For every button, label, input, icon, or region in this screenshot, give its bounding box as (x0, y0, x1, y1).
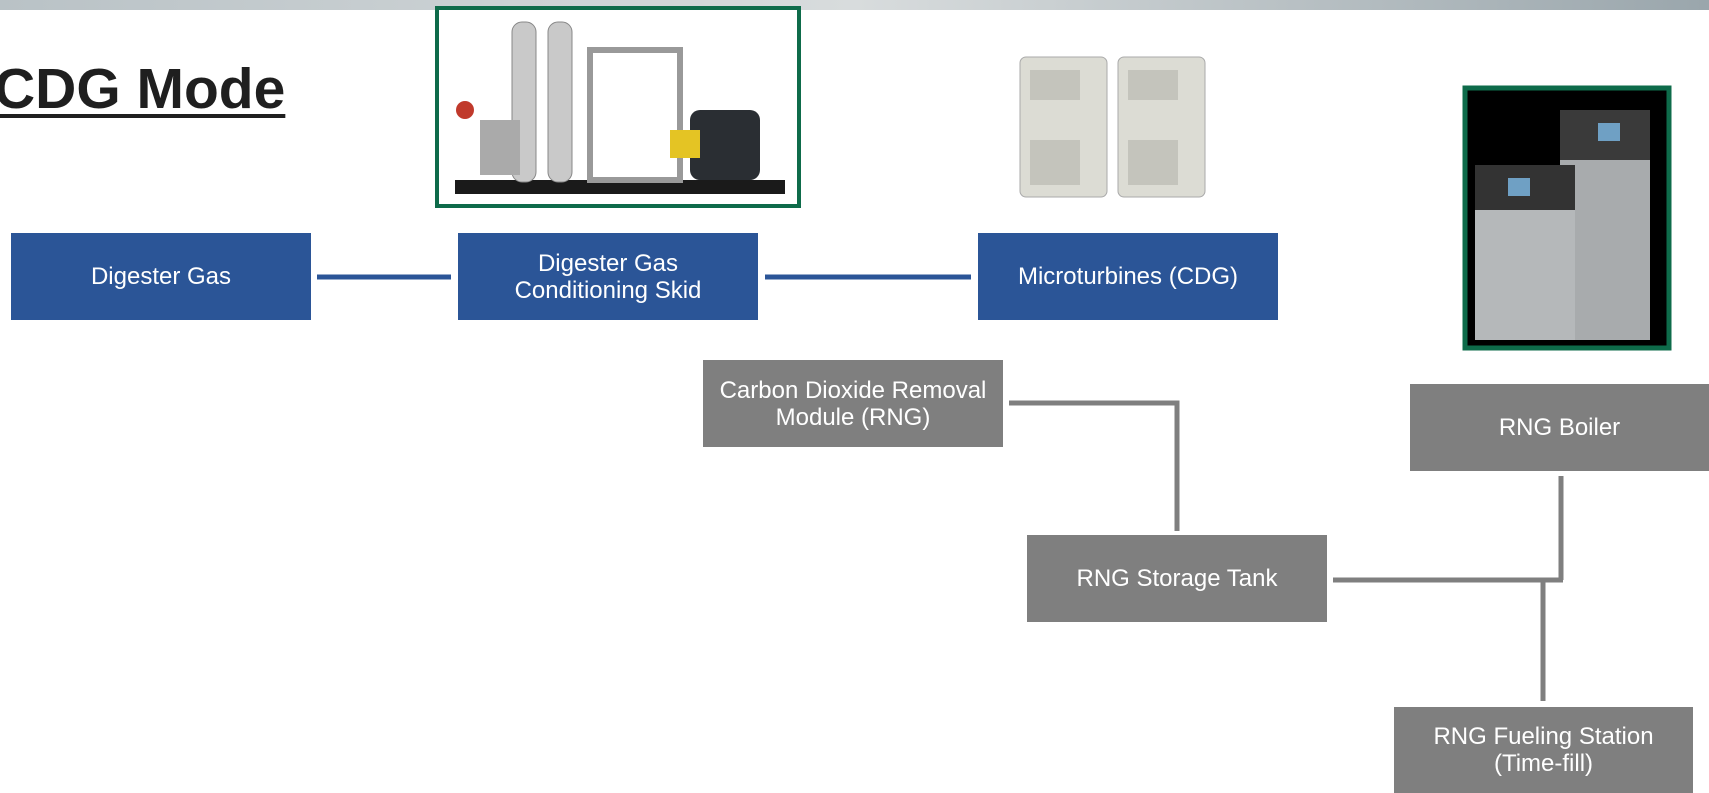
node-label: Microturbines (CDG) (1018, 263, 1238, 290)
node-label: Conditioning Skid (515, 277, 702, 304)
microturbine-image (1020, 57, 1205, 197)
node: RNG Boiler (1410, 384, 1709, 471)
top-band (0, 0, 1709, 10)
node-label: Digester Gas (91, 263, 231, 290)
skid-image (437, 8, 799, 206)
node-label: RNG Storage Tank (1077, 565, 1278, 592)
node: Digester Gas (11, 233, 311, 320)
boiler-image (1465, 88, 1669, 348)
node-label: Module (RNG) (776, 404, 931, 431)
node: RNG Storage Tank (1027, 535, 1327, 622)
node: RNG Fueling Station(Time-fill) (1394, 707, 1693, 793)
slide: CDG Mode Digester Gas Digester GasCondit… (0, 0, 1709, 793)
node-label: Carbon Dioxide Removal (720, 377, 987, 404)
node-label: (Time-fill) (1494, 750, 1593, 777)
node: Microturbines (CDG) (978, 233, 1278, 320)
node-label: Digester Gas (538, 250, 678, 277)
node-label: RNG Fueling Station (1433, 723, 1653, 750)
title: CDG Mode (0, 56, 285, 122)
node-label: RNG Boiler (1499, 414, 1620, 441)
